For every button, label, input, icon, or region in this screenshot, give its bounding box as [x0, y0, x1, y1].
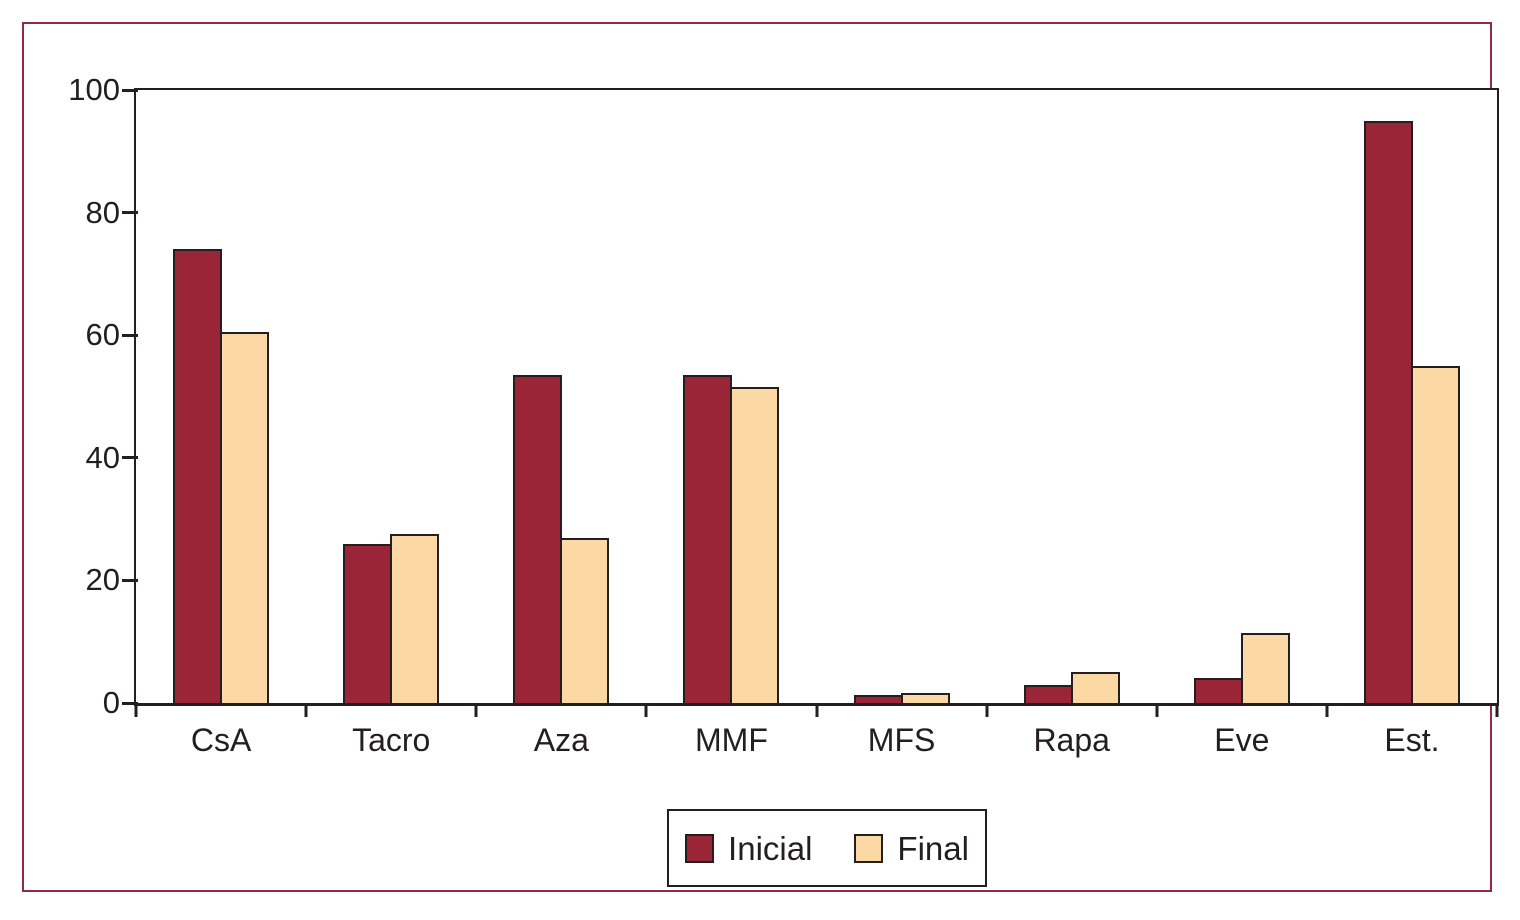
bar-est-inicial — [1363, 120, 1413, 703]
y-axis-tick-mark-40 — [122, 456, 138, 460]
bar-tacro-final — [390, 534, 440, 703]
y-axis-tick-mark-100 — [122, 88, 138, 92]
y-axis-tick-mark-80 — [122, 211, 138, 215]
bar-mmf-final — [730, 387, 780, 703]
bar-group-rapa — [987, 90, 1157, 703]
bar-group-tacro — [306, 90, 476, 703]
bar-group-mmf — [646, 90, 816, 703]
legend-entry-final: Final — [854, 832, 969, 865]
bar-mfs-inicial — [853, 695, 903, 703]
x-axis-label-aza: Aza — [533, 722, 589, 758]
bar-rapa-inicial — [1023, 684, 1073, 703]
bar-group-est — [1327, 90, 1497, 703]
bar-eve-final — [1240, 632, 1290, 703]
bar-csa-final — [220, 332, 270, 703]
y-axis-tick-mark-60 — [122, 333, 138, 337]
bar-mfs-final — [900, 693, 950, 703]
x-axis-label-rapa: Rapa — [1033, 722, 1110, 758]
x-axis-label-mmf: MMF — [695, 722, 768, 758]
x-axis-label-mfs: MFS — [867, 722, 936, 758]
x-axis-label-est: Est. — [1384, 722, 1440, 758]
y-axis-tick-label-40: 40 — [85, 439, 120, 475]
legend-entry-inicial: Inicial — [685, 832, 812, 865]
bar-group-aza — [476, 90, 646, 703]
bar-rapa-final — [1070, 672, 1120, 703]
x-axis-label-tacro: Tacro — [352, 722, 431, 758]
bar-csa-inicial — [173, 249, 223, 703]
legend: Inicial Final — [667, 809, 987, 887]
bar-tacro-inicial — [343, 543, 393, 703]
y-axis-tick-label-0: 0 — [102, 684, 120, 720]
x-axis-tick-mark-8 — [1495, 703, 1499, 717]
bar-mmf-inicial — [683, 375, 733, 703]
legend-swatch-final — [854, 833, 884, 863]
x-axis-label-csa: CsA — [190, 722, 252, 758]
x-axis-tick-mark-0 — [134, 703, 138, 717]
bar-group-eve — [1157, 90, 1327, 703]
x-axis-tick-mark-2 — [474, 703, 478, 717]
bars-container — [136, 90, 1497, 703]
y-axis-tick-label-60: 60 — [85, 317, 120, 353]
legend-label-final: Final — [897, 829, 969, 867]
x-axis-label-eve: Eve — [1214, 722, 1270, 758]
legend-label-inicial: Inicial — [728, 829, 813, 867]
bar-eve-inicial — [1193, 678, 1243, 703]
x-axis-tick-mark-6 — [1155, 703, 1159, 717]
figure-frame: 0 20 40 60 80 100 CsA Tacro Aza MMF MFS Rapa Eve Est.… — [22, 22, 1499, 892]
x-axis-tick-mark-1 — [304, 703, 308, 717]
x-axis-tick-mark-3 — [644, 703, 648, 717]
plot-area: 0 20 40 60 80 100 CsA Tacro Aza MMF MFS Rapa Eve Est. — [68, 74, 1499, 756]
bar-group-mfs — [817, 90, 987, 703]
legend-swatch-inicial — [685, 833, 715, 863]
y-axis-tick-label-20: 20 — [85, 562, 120, 598]
bar-aza-final — [560, 537, 610, 703]
bar-est-final — [1410, 365, 1460, 703]
x-axis-tick-mark-5 — [985, 703, 989, 717]
x-axis-tick-mark-4 — [815, 703, 818, 717]
y-axis-tick-label-80: 80 — [85, 194, 120, 230]
y-axis-tick-mark-0 — [122, 701, 138, 705]
y-axis-tick-label-100: 100 — [68, 71, 120, 107]
bar-group-csa — [136, 90, 306, 703]
x-axis-tick-mark-7 — [1325, 703, 1329, 717]
y-axis-tick-mark-20 — [122, 578, 138, 582]
bar-aza-inicial — [513, 375, 563, 703]
